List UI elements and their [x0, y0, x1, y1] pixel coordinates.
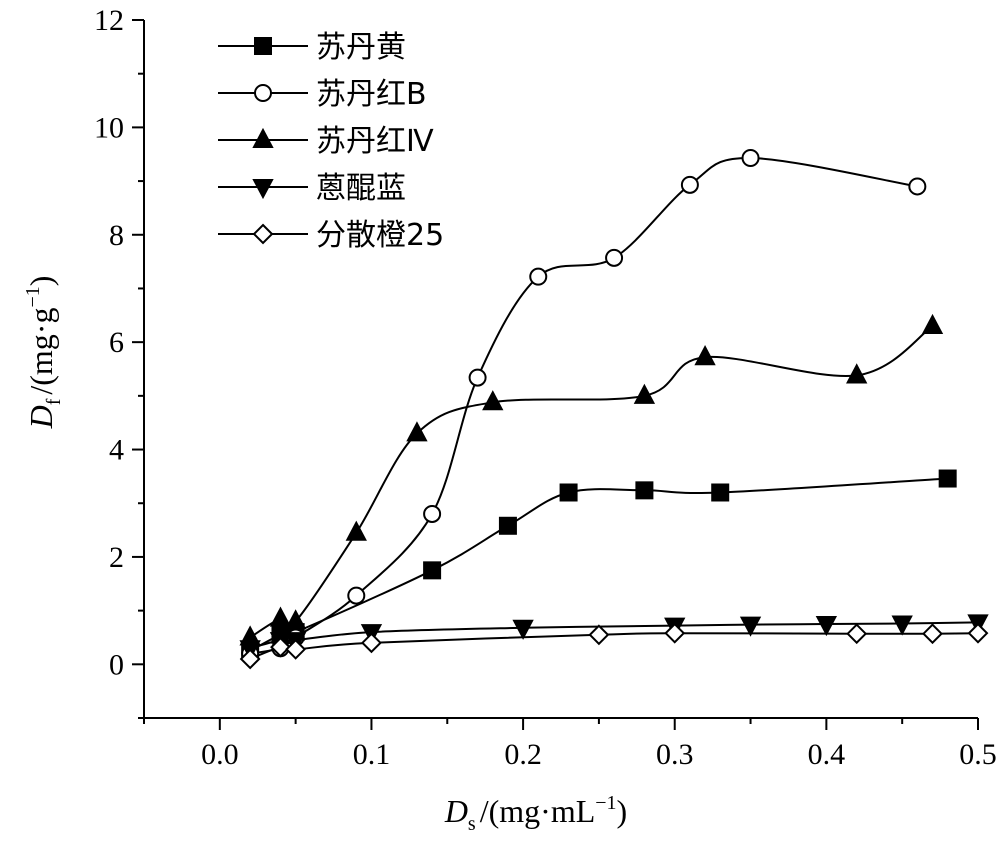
- data-point: [559, 483, 578, 502]
- data-point: [711, 483, 730, 502]
- x-tick-label: 0.2: [504, 738, 542, 771]
- series-3: [239, 313, 944, 646]
- legend-label: 苏丹红Ⅳ: [316, 124, 434, 159]
- axes: 0 2 4 6 8 10 12 0.0 0.1 0.2 0.3 0.4 0.5: [94, 4, 997, 771]
- data-point: [270, 636, 291, 658]
- data-point: [664, 622, 686, 644]
- y-tick-label: 0: [109, 648, 124, 681]
- x-tick-label: 0.4: [808, 738, 846, 771]
- data-point: [423, 561, 442, 580]
- y-tick-label: 4: [109, 434, 124, 467]
- data-point: [680, 175, 699, 194]
- x-tick-label: 0.5: [959, 738, 997, 771]
- legend-marker: [252, 179, 274, 200]
- data-point: [846, 623, 868, 645]
- legend-item: 苏丹黄: [218, 30, 406, 65]
- series-4: [239, 614, 989, 661]
- data-point: [345, 520, 367, 541]
- data-point: [406, 421, 428, 442]
- data-point: [605, 248, 624, 267]
- data-point: [694, 345, 716, 366]
- data-point: [846, 363, 868, 384]
- x-tick-label: 0.1: [353, 738, 391, 771]
- plot-area: [239, 148, 989, 670]
- series-5: [239, 622, 989, 670]
- data-point: [741, 148, 760, 167]
- data-point: [498, 516, 517, 535]
- legend-label: 分散橙25: [316, 218, 444, 253]
- data-point: [633, 383, 656, 404]
- data-point: [512, 619, 534, 640]
- series-line: [249, 632, 979, 660]
- y-tick-label: 8: [109, 219, 124, 252]
- data-point: [423, 504, 442, 523]
- legend-marker: [254, 84, 272, 102]
- data-point: [285, 638, 307, 660]
- x-axis-title: Ds/(mg·mL−1): [444, 792, 627, 835]
- legend-item: 苏丹红Ⅳ: [218, 124, 434, 159]
- data-point: [529, 267, 548, 286]
- data-point: [938, 469, 957, 488]
- legend-label: 蒽醌蓝: [316, 171, 406, 206]
- y-tick-label: 10: [94, 111, 124, 144]
- legend-label: 苏丹红B: [316, 77, 427, 112]
- legend-marker: [254, 37, 272, 55]
- legend-item: 苏丹红B: [218, 77, 427, 112]
- data-point: [922, 623, 943, 645]
- legend-item: 分散橙25: [218, 218, 444, 253]
- data-point: [739, 616, 762, 637]
- data-point: [891, 615, 913, 636]
- legend-marker: [252, 127, 274, 148]
- data-point: [815, 616, 838, 637]
- data-point: [967, 622, 989, 644]
- legend-label: 苏丹黄: [316, 30, 406, 65]
- data-point: [468, 368, 487, 387]
- data-point: [921, 313, 944, 335]
- data-point: [347, 586, 366, 605]
- data-point: [361, 632, 382, 654]
- x-tick-label: 0.3: [656, 738, 694, 771]
- data-point: [635, 481, 654, 500]
- y-axis-title: Df/(mg·g−1): [22, 276, 65, 430]
- data-point: [269, 606, 292, 627]
- data-point: [482, 390, 504, 411]
- data-point: [588, 624, 610, 646]
- data-point: [239, 648, 261, 670]
- y-tick-label: 12: [94, 4, 124, 37]
- x-tick-label: 0.0: [201, 738, 239, 771]
- data-point: [908, 177, 927, 196]
- legend-marker: [252, 223, 274, 245]
- y-tick-label: 6: [109, 326, 124, 359]
- legend-item: 蒽醌蓝: [218, 171, 406, 206]
- data-point: [284, 609, 307, 630]
- y-tick-label: 2: [109, 541, 124, 574]
